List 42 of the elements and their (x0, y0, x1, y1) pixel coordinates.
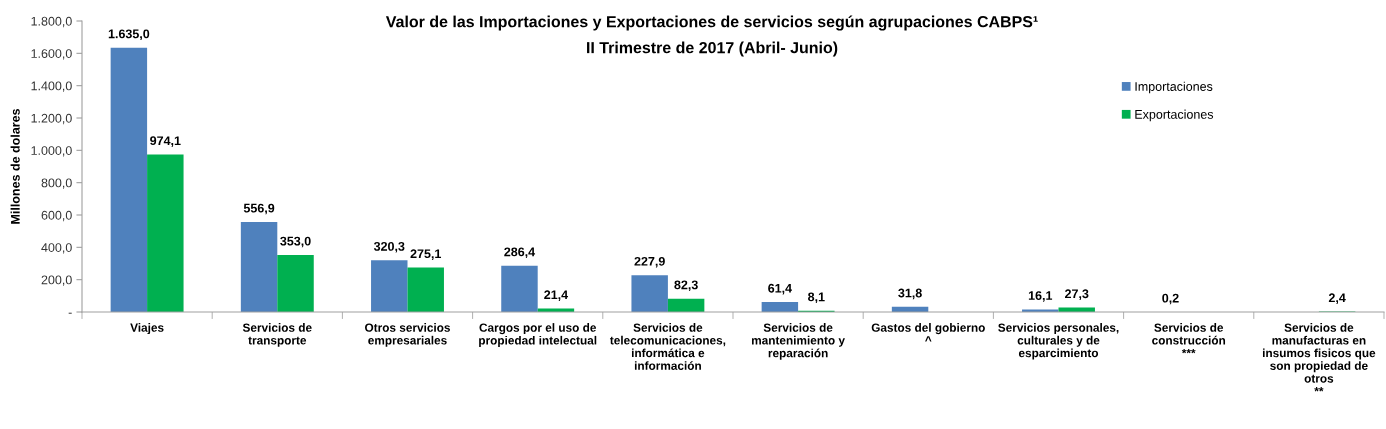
x-tick-label: Servicios personales, culturales y de esparcimiento (998, 323, 1119, 360)
y-tick-label: 600,0 (41, 210, 72, 222)
data-label: 286,4 (504, 247, 536, 259)
y-tick-label: 1.000,0 (31, 146, 72, 157)
y-tick-label: 800,0 (41, 178, 72, 189)
data-label: 275,1 (410, 249, 442, 260)
y-tick-label: - (68, 312, 72, 314)
x-tick-label: Servicios de mantenimiento y reparación (751, 323, 845, 360)
data-label: 61,4 (768, 283, 792, 295)
data-label: 556,9 (243, 203, 275, 215)
x-tick-label: Viajes (130, 323, 164, 335)
data-label: 0,2 (1162, 293, 1179, 305)
x-tick-label: Servicios de construcción *** (1152, 323, 1226, 354)
x-tick-label: Otros servicios empresariales (365, 323, 450, 347)
data-label: 8,1 (808, 292, 825, 304)
chart-title: Valor de las Importaciones y Exportaciones de servicios según agrupaciones CABPS¹ (385, 15, 1038, 31)
y-tick-label: 1.800,0 (31, 16, 72, 28)
data-label: 2,4 (1328, 293, 1346, 305)
data-label: 16,1 (1028, 291, 1053, 302)
text: II Trimestre de 2017 (Abril- Junio) (587, 41, 838, 57)
legend-label: Importaciones (1135, 81, 1213, 94)
y-tick-label: 400,0 (41, 243, 72, 254)
y-axis-title: Millones de dolares (10, 109, 20, 224)
y-tick-label: 1.400,0 (31, 81, 72, 92)
y-tick-label: 200,0 (41, 275, 72, 286)
x-tick-label: Gastos del gobierno ^ (871, 323, 985, 342)
data-label: 1.635,0 (108, 29, 150, 41)
data-label: 27,3 (1065, 289, 1089, 300)
data-label: 21,4 (544, 290, 569, 301)
data-label: 974,1 (150, 136, 181, 147)
data-label: 31,8 (898, 288, 922, 300)
data-label: 82,3 (674, 280, 698, 292)
data-label: 227,9 (634, 256, 665, 268)
x-tick-label: Servicios de telecomunicaciones, informática e información (609, 323, 726, 370)
x-tick-label: Servicios de manufacturas en insumos fisicos que son propiedad de otros ** (1262, 323, 1376, 392)
x-tick-label: Servicios de transporte (242, 323, 312, 347)
x-tick-label: Cargos por el uso de propiedad intelectual (479, 323, 597, 347)
y-tick-label: 1.200,0 (31, 113, 72, 125)
data-label: 353,0 (280, 236, 311, 248)
legend-label: Exportaciones (1135, 109, 1214, 122)
y-tick-label: 1.600,0 (31, 49, 72, 60)
data-label: 320,3 (373, 241, 405, 253)
